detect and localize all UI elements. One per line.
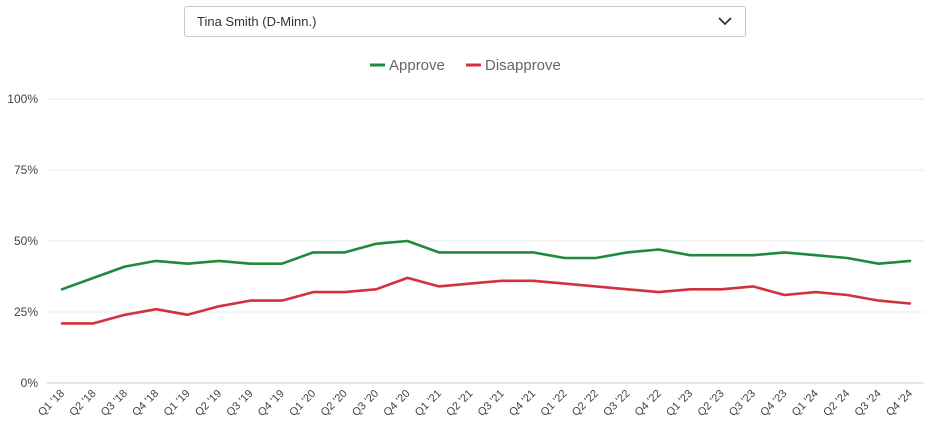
legend-label: Approve: [389, 57, 445, 74]
x-tick-label: Q2 '24: [821, 388, 852, 419]
x-tick-label: Q3 '20: [350, 388, 381, 419]
y-tick-label: 0%: [21, 376, 39, 390]
x-tick-label: Q2 '18: [67, 388, 98, 419]
x-tick-label: Q3 '19: [224, 388, 255, 419]
x-tick-label: Q4 '18: [130, 388, 161, 419]
x-tick-label: Q4 '19: [256, 388, 287, 419]
legend-label: Disapprove: [485, 57, 561, 74]
x-tick-label: Q1 '24: [790, 388, 821, 419]
x-tick-label: Q4 '21: [507, 388, 538, 419]
y-tick-label: 25%: [14, 305, 38, 319]
x-tick-label: Q4 '24: [884, 388, 915, 419]
chart-series: [60, 239, 912, 325]
series-line-approve[interactable]: [60, 239, 912, 291]
legend-item-disapprove[interactable]: Disapprove: [466, 57, 561, 74]
y-axis: 0% 25% 50% 75% 100%: [7, 92, 38, 390]
x-tick-label: Q1 '22: [538, 388, 569, 419]
x-tick-label: Q2 '22: [570, 388, 601, 419]
x-axis: Q1 '18 Q2 '18 Q3 '18 Q4 '18 Q1 '19 Q2 '19 Q3 '…: [36, 388, 915, 419]
y-tick-label: 100%: [7, 92, 38, 106]
x-tick-label: Q3 '24: [853, 388, 884, 419]
x-tick-label: Q1 '23: [664, 388, 695, 419]
series-line-disapprove[interactable]: [60, 276, 912, 325]
x-tick-label: Q3 '21: [476, 388, 507, 419]
y-tick-label: 50%: [14, 234, 38, 248]
x-tick-label: Q1 '18: [36, 388, 67, 419]
x-tick-label: Q2 '19: [193, 388, 224, 419]
chevron-down-icon[interactable]: [717, 14, 733, 30]
x-tick-label: Q2 '23: [696, 388, 727, 419]
senator-select[interactable]: Tina Smith (D-Minn.): [184, 6, 746, 37]
x-tick-label: Q4 '20: [381, 388, 412, 419]
x-tick-label: Q1 '21: [413, 388, 444, 419]
x-tick-label: Q1 '20: [287, 388, 318, 419]
x-tick-label: Q3 '18: [99, 388, 130, 419]
x-tick-label: Q3 '23: [727, 388, 758, 419]
y-tick-label: 75%: [14, 163, 38, 177]
legend-item-approve[interactable]: Approve: [370, 57, 445, 74]
x-tick-label: Q3 '22: [601, 388, 632, 419]
x-tick-label: Q1 '19: [162, 388, 193, 419]
chart-legend[interactable]: Approve Disapprove: [370, 57, 561, 74]
chart-gridlines: [47, 98, 924, 384]
senator-select-value: Tina Smith (D-Minn.): [197, 14, 317, 29]
x-tick-label: Q4 '23: [758, 388, 789, 419]
x-tick-label: Q2 '21: [444, 388, 475, 419]
x-tick-label: Q4 '22: [633, 388, 664, 419]
x-tick-label: Q2 '20: [319, 388, 350, 419]
